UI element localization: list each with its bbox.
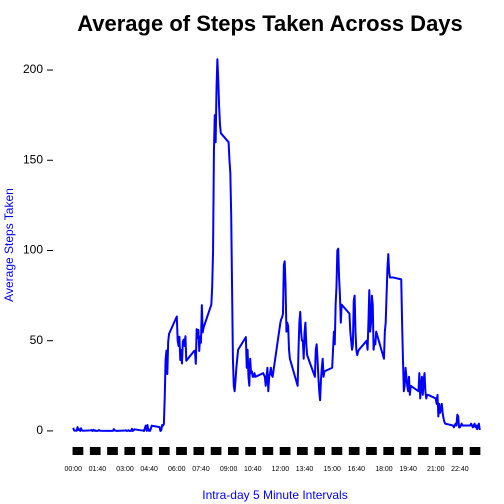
- x-tick-label: 09:00: [220, 466, 238, 473]
- x-tick-label: 04:40: [140, 466, 158, 473]
- x-tick-label: 22:40: [451, 466, 469, 473]
- x-axis-label: Intra-day 5 Minute Intervals: [202, 488, 347, 502]
- x-tick-label: 12:00: [272, 466, 290, 473]
- y-tick-label: 100: [23, 243, 43, 257]
- y-tick-label: 200: [23, 62, 43, 76]
- x-tick-label: 06:00: [168, 466, 186, 473]
- x-tick-label: 00:00: [64, 466, 82, 473]
- y-axis-label: Average Steps Taken: [2, 188, 16, 302]
- y-tick-label: 150: [23, 152, 43, 166]
- x-tick-label: 18:00: [375, 466, 393, 473]
- x-tick-label: 01:40: [89, 466, 107, 473]
- x-tick-label: 15:00: [323, 466, 341, 473]
- y-tick-label: 50: [30, 333, 44, 347]
- x-tick-label: 16:40: [348, 466, 366, 473]
- x-tick-label: 19:40: [399, 466, 417, 473]
- x-tick-label: 07:40: [192, 466, 210, 473]
- chart-title: Average of Steps Taken Across Days: [77, 11, 463, 36]
- x-tick-label: 13:40: [296, 466, 314, 473]
- data-line: [72, 58, 481, 432]
- x-tick-label: 21:00: [427, 466, 445, 473]
- x-tick-label: 10:40: [244, 466, 262, 473]
- x-tick-label: 03:00: [116, 466, 134, 473]
- y-tick-label: 0: [36, 423, 43, 437]
